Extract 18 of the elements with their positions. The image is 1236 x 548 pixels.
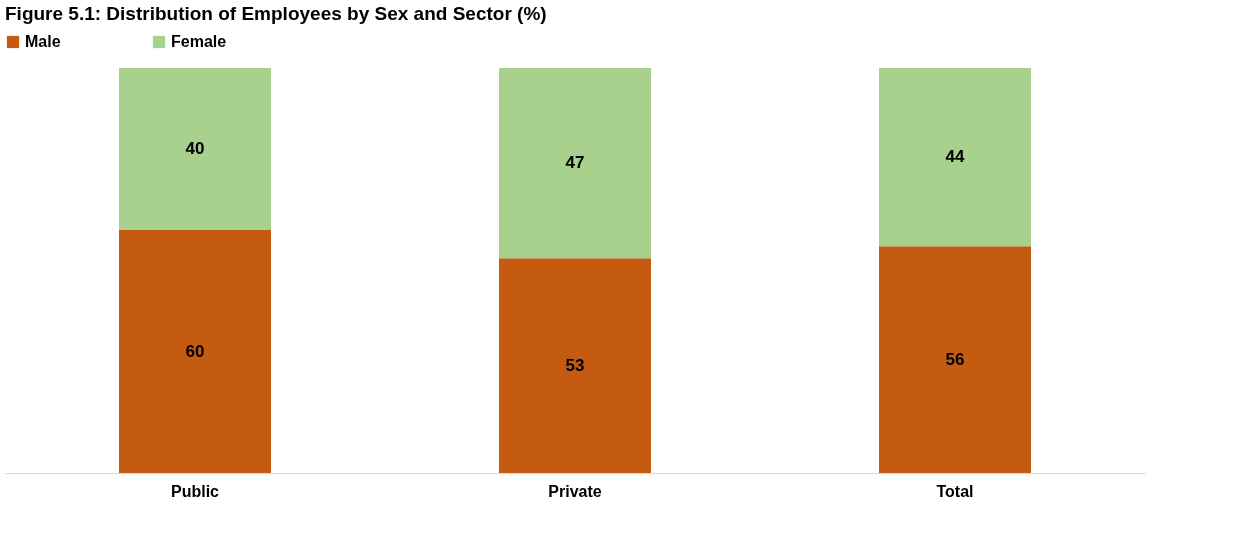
chart-title: Figure 5.1: Distribution of Employees by Sex and Sector (%) [5, 3, 547, 24]
x-tick-label: Private [548, 482, 602, 500]
data-label: 56 [945, 349, 965, 369]
bar [499, 68, 651, 259]
data-label: 60 [185, 341, 205, 361]
data-label: 47 [565, 153, 585, 173]
legend-label: Male [25, 33, 61, 50]
legend-label: Female [171, 33, 227, 50]
bar [499, 258, 651, 473]
x-tick-label: Total [936, 482, 974, 500]
bar [119, 230, 271, 473]
data-label: 40 [185, 139, 205, 158]
bar [119, 68, 271, 230]
bar [879, 68, 1031, 247]
data-label: 53 [565, 355, 585, 375]
data-label: 44 [945, 147, 965, 167]
x-tick-label: Public [170, 482, 220, 500]
bar [879, 246, 1031, 473]
